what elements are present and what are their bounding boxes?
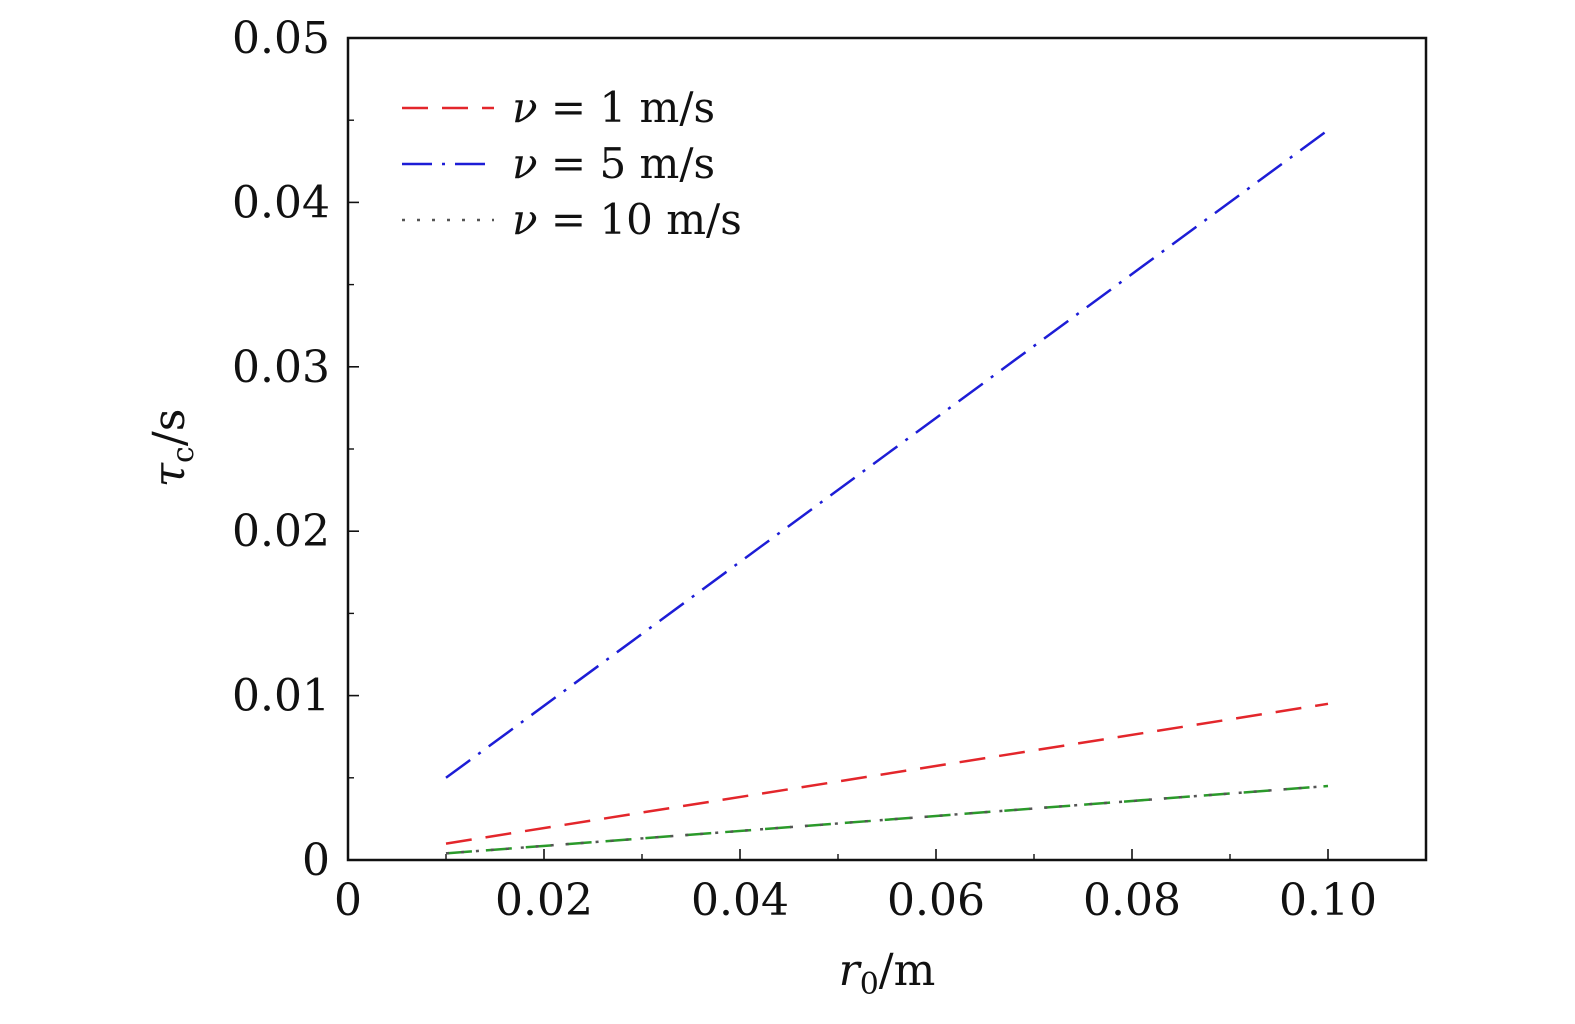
- series-line-2: [445, 129, 1329, 779]
- legend-label-1: ν = 1 m/s: [512, 83, 715, 132]
- legend-label-2: ν = 5 m/s: [512, 139, 715, 188]
- x-tick-label: 0.02: [495, 875, 593, 926]
- y-tick-label: 0.04: [232, 177, 330, 228]
- axis-ticks: [347, 37, 1427, 861]
- x-tick-label: 0.10: [1279, 875, 1377, 926]
- y-tick-label: 0: [302, 835, 330, 886]
- y-tick-label: 0.05: [232, 13, 330, 64]
- y-axis-label: τc/s: [144, 409, 201, 488]
- series-line-1: [445, 702, 1329, 845]
- legend: ν = 1 m/s ν = 5 m/s ν = 10 m/s: [402, 83, 742, 244]
- y-tick-label: 0.03: [232, 342, 330, 393]
- x-axis-label: r0/m: [839, 945, 936, 1002]
- x-tick-label: 0.04: [691, 875, 789, 926]
- series-line-3: [445, 784, 1329, 855]
- plot-frame: [346, 36, 1428, 862]
- y-tick-label: 0.01: [232, 671, 330, 722]
- series-lines: [445, 129, 1329, 855]
- x-tick-label: 0.06: [887, 875, 985, 926]
- x-tick-label: 0.08: [1083, 875, 1181, 926]
- tick-labels: 0 0.02 0.04 0.06 0.08 0.10 0 0.01 0.02 0.03 0.04 0.…: [232, 13, 1377, 926]
- legend-label-3: ν = 10 m/s: [512, 195, 742, 244]
- x-tick-label: 0: [334, 875, 362, 926]
- y-tick-label: 0.02: [232, 506, 330, 557]
